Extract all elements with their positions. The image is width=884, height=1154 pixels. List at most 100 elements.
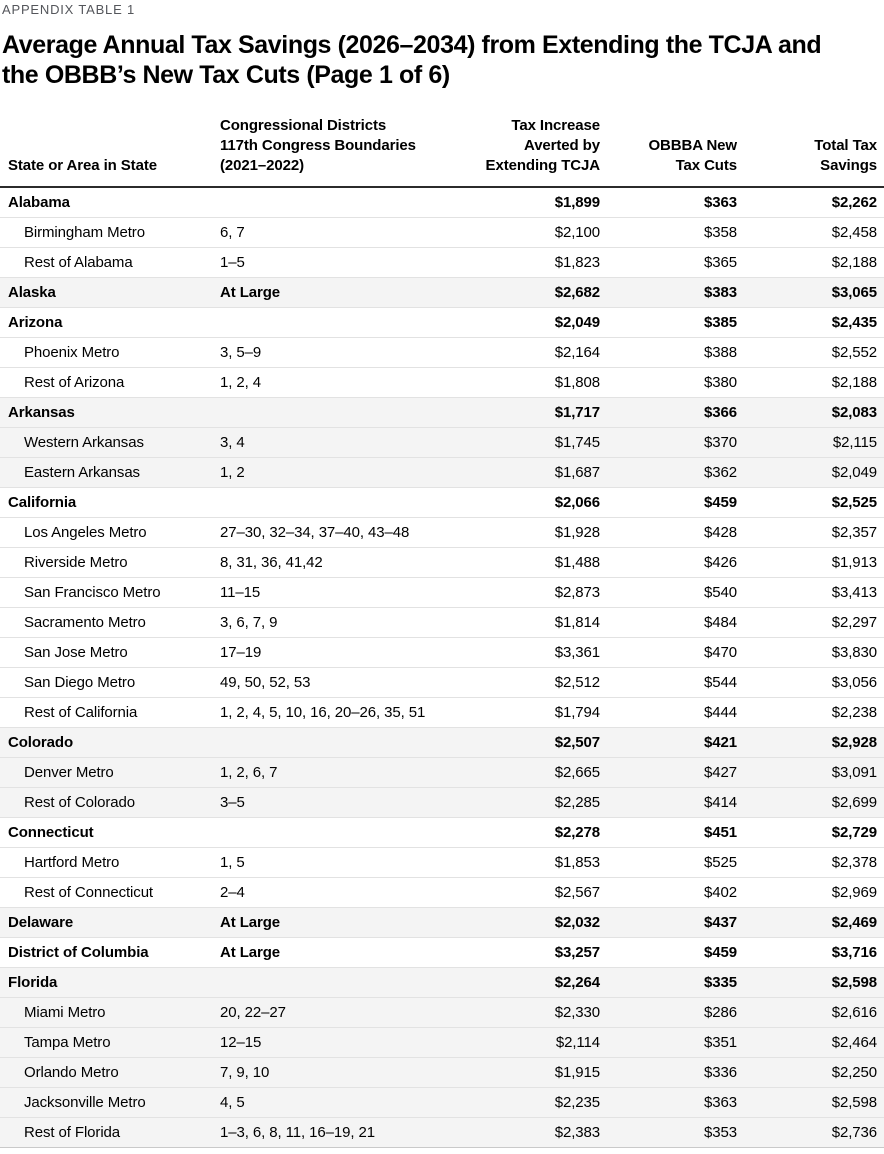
total-savings-cell: $2,238 bbox=[737, 696, 884, 727]
tcja-averted-cell: $1,915 bbox=[460, 1056, 600, 1087]
tcja-averted-cell: $1,823 bbox=[460, 246, 600, 277]
page-title-line1: Average Annual Tax Savings (2026–2034) f… bbox=[2, 31, 822, 59]
obbba-cuts-cell: $402 bbox=[600, 876, 737, 907]
obbba-cuts-cell: $336 bbox=[600, 1056, 737, 1087]
state-row: Alaska At Large $2,682 $383 $3,065 bbox=[0, 276, 884, 307]
area-row: Miami Metro 20, 22–27 $2,330 $286 $2,616 bbox=[0, 996, 884, 1027]
districts-cell: 7, 9, 10 bbox=[220, 1056, 460, 1087]
obbba-cuts-cell: $363 bbox=[600, 1086, 737, 1117]
obbba-cuts-cell: $351 bbox=[600, 1026, 737, 1057]
area-row: Riverside Metro 8, 31, 36, 41,42 $1,488 $42… bbox=[0, 546, 884, 577]
total-savings-cell: $2,928 bbox=[737, 726, 884, 757]
districts-cell: At Large bbox=[220, 276, 460, 307]
area-name-cell: Tampa Metro bbox=[0, 1026, 220, 1057]
total-savings-cell: $2,250 bbox=[737, 1056, 884, 1087]
obbba-cuts-cell: $365 bbox=[600, 246, 737, 277]
tcja-averted-cell: $1,853 bbox=[460, 846, 600, 877]
area-name-cell: Hartford Metro bbox=[0, 846, 220, 877]
state-row: Alabama $1,899 $363 $2,262 bbox=[0, 187, 884, 217]
tcja-averted-cell: $2,383 bbox=[460, 1116, 600, 1148]
table-body: Alabama $1,899 $363 $2,262 Birmingham Metro 6… bbox=[0, 187, 884, 1148]
tcja-averted-cell: $2,507 bbox=[460, 726, 600, 757]
tcja-averted-cell: $2,278 bbox=[460, 816, 600, 847]
area-name-cell: Phoenix Metro bbox=[0, 336, 220, 367]
obbba-cuts-cell: $362 bbox=[600, 456, 737, 487]
total-savings-cell: $2,049 bbox=[737, 456, 884, 487]
districts-cell: 1–5 bbox=[220, 246, 460, 277]
tcja-averted-cell: $1,928 bbox=[460, 516, 600, 547]
total-savings-cell: $3,716 bbox=[737, 936, 884, 967]
tcja-averted-cell: $2,665 bbox=[460, 756, 600, 787]
obbba-cuts-cell: $540 bbox=[600, 576, 737, 607]
obbba-cuts-cell: $366 bbox=[600, 396, 737, 427]
districts-cell bbox=[220, 396, 460, 427]
area-name-cell: Eastern Arkansas bbox=[0, 456, 220, 487]
districts-cell bbox=[220, 726, 460, 757]
obbba-cuts-cell: $335 bbox=[600, 966, 737, 997]
tcja-averted-cell: $1,794 bbox=[460, 696, 600, 727]
tcja-averted-cell: $3,361 bbox=[460, 636, 600, 667]
state-row: Colorado $2,507 $421 $2,928 bbox=[0, 726, 884, 757]
total-savings-cell: $3,056 bbox=[737, 666, 884, 697]
tcja-averted-cell: $2,873 bbox=[460, 576, 600, 607]
area-row: Rest of California 1, 2, 4, 5, 10, 16, 20… bbox=[0, 696, 884, 727]
total-savings-cell: $3,830 bbox=[737, 636, 884, 667]
total-savings-cell: $2,435 bbox=[737, 306, 884, 337]
districts-cell: 3–5 bbox=[220, 786, 460, 817]
total-savings-cell: $2,188 bbox=[737, 246, 884, 277]
tcja-averted-cell: $2,682 bbox=[460, 276, 600, 307]
tcja-averted-cell: $2,567 bbox=[460, 876, 600, 907]
districts-cell: 17–19 bbox=[220, 636, 460, 667]
total-savings-cell: $2,297 bbox=[737, 606, 884, 637]
tcja-averted-cell: $2,049 bbox=[460, 306, 600, 337]
total-savings-cell: $2,083 bbox=[737, 396, 884, 427]
total-savings-cell: $2,729 bbox=[737, 816, 884, 847]
area-row: San Jose Metro 17–19 $3,361 $470 $3,830 bbox=[0, 636, 884, 667]
total-savings-cell: $2,458 bbox=[737, 216, 884, 247]
total-savings-cell: $2,525 bbox=[737, 486, 884, 517]
obbba-cuts-cell: $459 bbox=[600, 936, 737, 967]
obbba-cuts-cell: $383 bbox=[600, 276, 737, 307]
tcja-averted-cell: $1,687 bbox=[460, 456, 600, 487]
districts-cell: 1–3, 6, 8, 11, 16–19, 21 bbox=[220, 1116, 460, 1148]
area-row: San Diego Metro 49, 50, 52, 53 $2,512 $544 $… bbox=[0, 666, 884, 697]
area-row: Denver Metro 1, 2, 6, 7 $2,665 $427 $3,091 bbox=[0, 756, 884, 787]
page-title-line2: the OBBB’s New Tax Cuts (Page 1 of 6) bbox=[2, 61, 450, 89]
districts-cell bbox=[220, 486, 460, 517]
page-title: Average Annual Tax Savings (2026–2034) f… bbox=[2, 30, 884, 90]
obbba-cuts-cell: $427 bbox=[600, 756, 737, 787]
total-savings-cell: $2,552 bbox=[737, 336, 884, 367]
state-row: California $2,066 $459 $2,525 bbox=[0, 486, 884, 517]
obbba-cuts-cell: $380 bbox=[600, 366, 737, 397]
districts-cell: 3, 6, 7, 9 bbox=[220, 606, 460, 637]
area-name-cell: Miami Metro bbox=[0, 996, 220, 1027]
districts-cell: 12–15 bbox=[220, 1026, 460, 1057]
state-row: Connecticut $2,278 $451 $2,729 bbox=[0, 816, 884, 847]
total-savings-cell: $2,699 bbox=[737, 786, 884, 817]
districts-cell: 1, 5 bbox=[220, 846, 460, 877]
tcja-averted-cell: $2,330 bbox=[460, 996, 600, 1027]
tcja-averted-cell: $2,164 bbox=[460, 336, 600, 367]
districts-cell: 3, 4 bbox=[220, 426, 460, 457]
col-header-state: State or Area in State bbox=[0, 90, 220, 188]
total-savings-cell: $2,357 bbox=[737, 516, 884, 547]
col-header-obbba: OBBBA New Tax Cuts bbox=[600, 90, 737, 188]
total-savings-cell: $2,115 bbox=[737, 426, 884, 457]
state-row: Delaware At Large $2,032 $437 $2,469 bbox=[0, 906, 884, 937]
area-row: Rest of Arizona 1, 2, 4 $1,808 $380 $2,188 bbox=[0, 366, 884, 397]
obbba-cuts-cell: $484 bbox=[600, 606, 737, 637]
tcja-averted-cell: $1,745 bbox=[460, 426, 600, 457]
districts-cell: 27–30, 32–34, 37–40, 43–48 bbox=[220, 516, 460, 547]
area-row: Sacramento Metro 3, 6, 7, 9 $1,814 $484 $2,2… bbox=[0, 606, 884, 637]
area-row: Birmingham Metro 6, 7 $2,100 $358 $2,458 bbox=[0, 216, 884, 247]
total-savings-cell: $3,091 bbox=[737, 756, 884, 787]
area-name-cell: Rest of Colorado bbox=[0, 786, 220, 817]
obbba-cuts-cell: $470 bbox=[600, 636, 737, 667]
area-name-cell: California bbox=[0, 486, 220, 517]
area-name-cell: Rest of Florida bbox=[0, 1116, 220, 1148]
area-name-cell: Colorado bbox=[0, 726, 220, 757]
districts-cell: 1, 2, 4 bbox=[220, 366, 460, 397]
area-row: Orlando Metro 7, 9, 10 $1,915 $336 $2,250 bbox=[0, 1056, 884, 1087]
obbba-cuts-cell: $444 bbox=[600, 696, 737, 727]
col-header-tcja: Tax Increase Averted by Extending TCJA bbox=[460, 90, 600, 188]
